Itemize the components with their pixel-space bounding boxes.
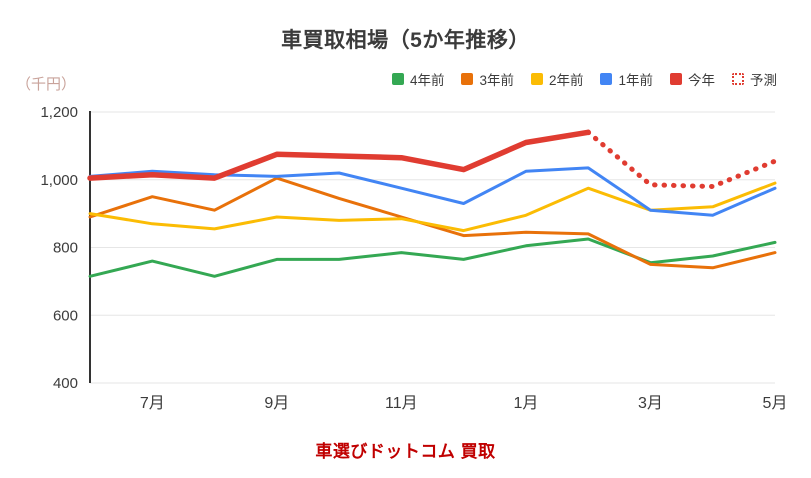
x-tick-label: 3月 — [638, 395, 663, 412]
legend-label: 2年前 — [548, 73, 584, 88]
y-axis-unit-label: （千円） — [16, 76, 77, 93]
legend-swatch — [670, 73, 682, 85]
legend-swatch — [391, 73, 404, 85]
legend-item-4年前[interactable]: 4年前 — [391, 69, 445, 89]
legend-label: 3年前 — [479, 73, 514, 88]
x-tick-label: 5月 — [763, 395, 788, 412]
y-tick-label: 600 — [53, 307, 78, 324]
y-tick-label: 400 — [53, 375, 78, 392]
legend-label: 予測 — [750, 73, 777, 88]
chart-legend: 4年前 3年前 2年前 1年前 今年 予測 — [391, 69, 777, 89]
series-line-1年前 — [88, 166, 777, 217]
source-caption: 車選びドットコム 買取 — [315, 442, 496, 461]
x-tick-label: 11月 — [385, 395, 418, 412]
legend-item-1年前[interactable]: 1年前 — [600, 69, 653, 89]
series-line-3年前 — [88, 176, 777, 270]
x-tick-label: 1月 — [513, 395, 538, 412]
legend-swatch — [461, 73, 474, 85]
y-tick-label: 1,200 — [40, 104, 78, 121]
legend-item-今年[interactable]: 今年 — [670, 69, 715, 89]
legend-label: 今年 — [688, 73, 715, 88]
legend-swatch — [732, 73, 744, 85]
legend-item-予測[interactable]: 予測 — [732, 69, 777, 89]
x-tick-label: 7月 — [140, 395, 165, 412]
legend-swatch — [600, 73, 613, 85]
y-tick-label: 800 — [53, 240, 78, 257]
legend-label: 4年前 — [409, 73, 445, 88]
legend-swatch — [530, 73, 543, 85]
x-tick-label: 9月 — [264, 395, 289, 412]
y-tick-label: 1,000 — [40, 172, 78, 189]
legend-item-3年前[interactable]: 3年前 — [461, 69, 514, 89]
series-line-4年前 — [88, 237, 777, 278]
series-line-今年 — [87, 129, 591, 181]
series-line-予測 — [585, 129, 778, 189]
legend-label: 1年前 — [618, 73, 653, 88]
legend-item-2年前[interactable]: 2年前 — [530, 69, 584, 89]
chart-title: 車買取相場（5か年推移） — [281, 29, 530, 52]
